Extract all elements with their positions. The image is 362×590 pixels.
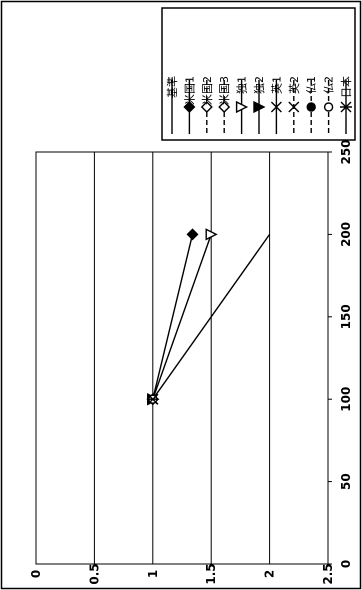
legend-entry: 日本 [339,76,353,134]
legend-marker [183,101,196,113]
series-1 [152,233,271,400]
y-tick-label: 2.5 [321,563,335,584]
data-point [205,228,218,241]
x-tick-label: 50 [339,473,353,490]
legend-label: 英1 [269,76,283,94]
legend-entry: 米国2 [201,76,214,134]
legend-label: 米国3 [218,76,231,105]
legend-marker [200,101,213,113]
legend-label: 仏2 [323,76,336,94]
legend-marker [270,101,282,113]
legend-entry: 仏1 [305,76,318,134]
plot-area [35,151,329,565]
series-line [152,234,212,400]
grid-lines [93,152,271,564]
legend-label: 日本 [339,76,353,98]
series-2 [146,228,199,406]
legend-marker [306,102,316,112]
legend-marker [253,100,266,114]
series-line [152,233,271,400]
series-11 [146,393,159,405]
legend-entry: 基準 [165,76,179,134]
legend-label: 独2 [253,76,266,94]
legend-marker [218,101,231,113]
legend-marker [340,101,352,113]
legend-marker [235,100,249,114]
y-tick-label: 0 [29,570,43,578]
legend-label: 米国2 [201,76,214,105]
y-tick-label: 1.5 [204,563,218,584]
legend-entry: 米国1 [183,76,196,134]
y-tick-label: 2 [263,570,277,578]
legend-marker [288,101,300,113]
series-layer [146,228,271,406]
x-tick-label: 100 [339,387,353,412]
legend-label: 独1 [236,76,249,94]
y-axis-ticks: 0 0.5 1 1.5 2 2.5 [29,563,335,584]
data-point [146,393,159,405]
x-tick-label: 0 [339,560,353,568]
data-point [186,228,199,241]
legend-box [161,7,356,141]
legend-label: 仏1 [305,76,318,94]
legend-entry: 米国3 [218,76,231,134]
legend-label: 米国1 [183,76,196,105]
legend-entry: 独2 [253,76,266,134]
legend-entry: 英1 [269,76,283,134]
x-axis-ticks: 0 50 100 150 200 250 [328,139,353,568]
y-tick-label: 0.5 [87,563,101,584]
series-line [152,234,194,400]
x-tick-label: 200 [339,222,353,247]
x-tick-label: 150 [339,304,353,329]
y-tick-label: 1 [146,570,160,578]
legend-label: 英2 [287,76,301,94]
legend-entry: 仏2 [323,76,336,134]
legend-entry: 英2 [287,76,301,134]
legend-label: 基準 [165,76,179,98]
legend: 基準 米国1 米国2 米国3 独1 独2 英1 英2 仏1 仏2 日本 [165,76,353,134]
legend-entry: 独1 [236,76,249,134]
x-tick-label: 250 [339,139,353,164]
legend-marker [323,102,334,112]
